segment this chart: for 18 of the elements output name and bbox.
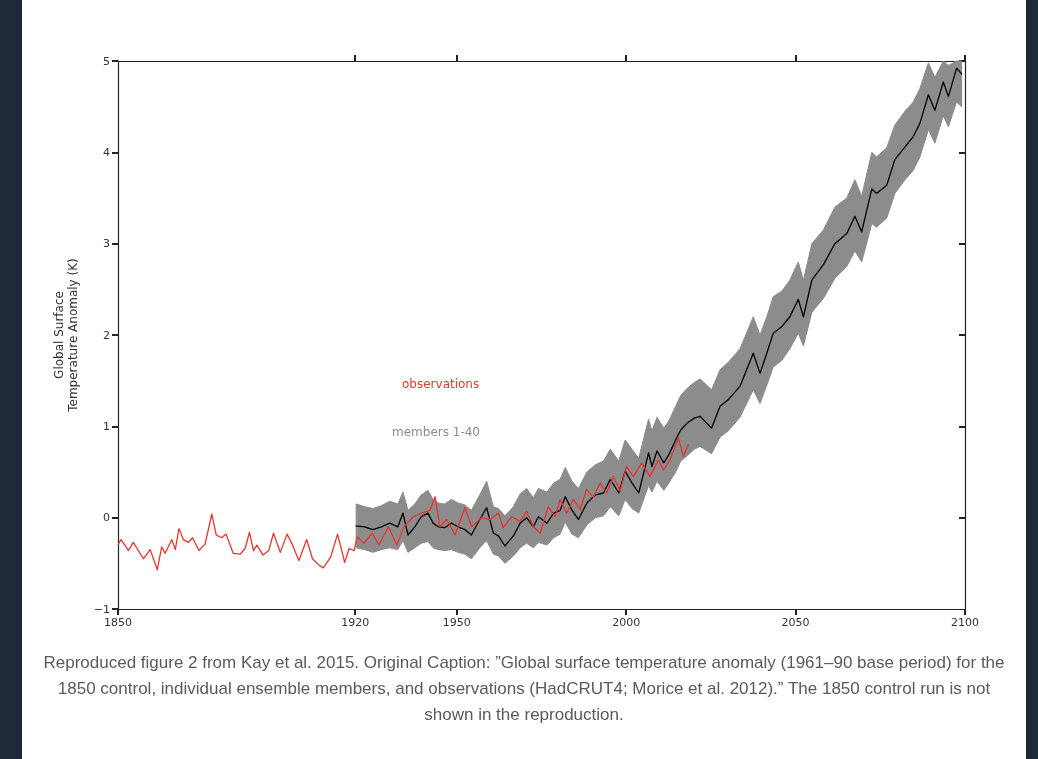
y-axis-title: Global Surface Temperature Anomaly (K) — [52, 258, 80, 413]
x-tick-label: 1920 — [341, 616, 370, 629]
x-tick-label: 2000 — [612, 616, 641, 629]
x-tick-label: 2100 — [951, 616, 979, 629]
x-tick-label: 1850 — [104, 616, 132, 629]
x-tick-label: 1950 — [442, 616, 471, 629]
y-tick-label: 5 — [103, 54, 110, 68]
y-tick-label: 4 — [103, 145, 110, 159]
x-tick-label: 2050 — [781, 616, 810, 629]
y-tick-label: 3 — [103, 237, 110, 251]
y-tick-label: 2 — [103, 328, 110, 342]
line-series — [117, 437, 689, 571]
y-tick-label: 1 — [103, 419, 110, 433]
text: Reproduced figure 2 from Kay et al. 2015. Original Caption: ”Global surface temperature anomaly (1961–90 base period) for the 1850 control, individual ensemble members, and observations (HadCRUT4; Morice et al. 2012).” The 1850 control run is not shown in the reproduction. — [42, 652, 1006, 726]
y-tick-label: 0 — [103, 511, 110, 525]
text: observations — [402, 377, 480, 391]
annotation: members 1-40 — [392, 425, 480, 439]
y-tick-label: −1 — [93, 602, 110, 616]
